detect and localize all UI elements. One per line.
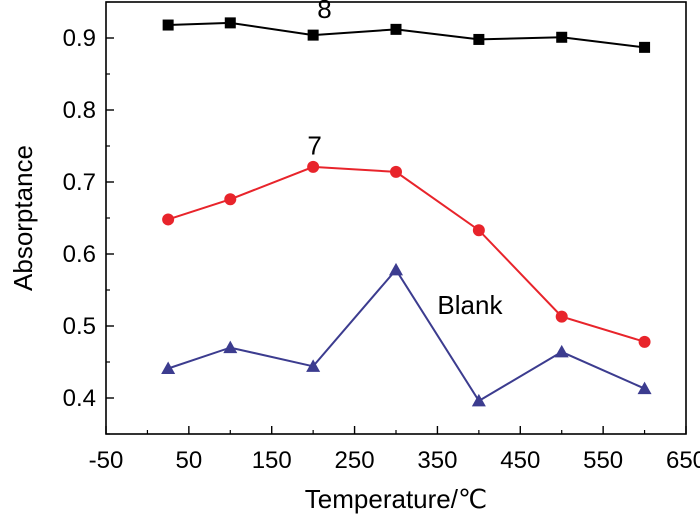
series-8 [162, 17, 651, 53]
series-7 [162, 160, 651, 348]
x-tick-label: 650 [666, 447, 700, 474]
data-point [390, 23, 402, 35]
y-tick-label: 0.6 [63, 241, 96, 268]
x-tick-label: 450 [500, 447, 540, 474]
y-axis-title: Absorptance [8, 145, 38, 291]
data-point [390, 165, 402, 178]
data-point [473, 33, 485, 45]
data-point [162, 19, 174, 31]
y-tick-label: 0.8 [63, 97, 96, 124]
series-label-7: 7 [307, 131, 321, 161]
data-point [224, 193, 237, 206]
x-tick-label: 150 [252, 447, 292, 474]
y-axis-ticks: 0.4 0.5 0.6 0.7 0.8 0.9 [63, 1, 114, 435]
data-point [223, 340, 238, 354]
series-line [168, 21, 645, 49]
x-tick-label: 250 [335, 447, 375, 474]
y-tick-label: 0.7 [63, 169, 96, 196]
y-tick-label: 0.5 [63, 313, 96, 340]
series-layer [161, 17, 652, 407]
data-point [306, 359, 321, 372]
data-point [472, 224, 485, 237]
data-point [389, 262, 403, 276]
x-axis-title: Temperature/℃ [305, 484, 487, 514]
data-point [637, 381, 652, 395]
y-tick-label: 0.9 [63, 25, 96, 52]
data-point [307, 29, 319, 41]
data-point [639, 41, 651, 53]
series-blank [161, 262, 652, 407]
data-point [162, 213, 175, 226]
x-tick-label: 550 [583, 447, 623, 474]
series-labels: 8 7 Blank [307, 0, 503, 320]
x-tick-label: -50 [89, 447, 124, 474]
data-point [224, 17, 236, 29]
series-line [167, 268, 646, 403]
x-tick-label: 50 [176, 447, 203, 474]
series-line [167, 165, 645, 343]
y-tick-label: 0.4 [63, 385, 96, 412]
data-point [555, 310, 568, 323]
data-point [556, 31, 568, 43]
x-axis-ticks: -50 50 150 250 350 450 550 650 [89, 426, 700, 474]
series-label-8: 8 [317, 0, 331, 24]
x-tick-label: 350 [417, 447, 457, 474]
series-label-blank: Blank [437, 290, 503, 320]
data-point [307, 160, 320, 173]
data-point [161, 361, 176, 374]
data-point [554, 344, 569, 358]
data-point [638, 335, 651, 348]
data-point [471, 393, 486, 407]
